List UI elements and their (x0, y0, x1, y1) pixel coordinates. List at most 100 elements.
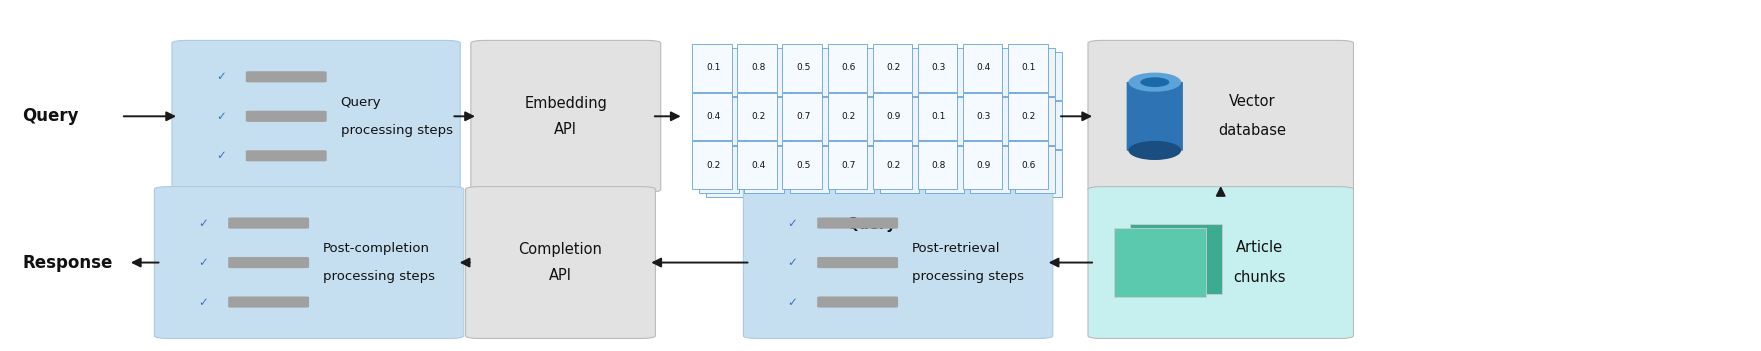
FancyBboxPatch shape (880, 97, 919, 145)
FancyBboxPatch shape (886, 101, 926, 149)
Text: 0.2: 0.2 (752, 112, 766, 121)
FancyBboxPatch shape (229, 257, 310, 268)
Text: 0.2: 0.2 (886, 63, 900, 72)
FancyBboxPatch shape (789, 48, 829, 96)
FancyBboxPatch shape (738, 93, 777, 140)
FancyBboxPatch shape (977, 150, 1016, 198)
Text: ✓: ✓ (787, 256, 798, 269)
Text: 0.4: 0.4 (706, 112, 720, 121)
Text: Query: Query (340, 96, 382, 109)
Text: ✓: ✓ (787, 217, 798, 230)
FancyBboxPatch shape (1014, 97, 1055, 145)
FancyBboxPatch shape (229, 218, 310, 229)
FancyBboxPatch shape (828, 93, 868, 140)
FancyBboxPatch shape (796, 52, 836, 100)
FancyBboxPatch shape (738, 141, 777, 189)
Text: ✓: ✓ (199, 256, 208, 269)
Text: processing steps: processing steps (340, 124, 453, 137)
Text: 0.2: 0.2 (1021, 112, 1035, 121)
FancyBboxPatch shape (1127, 82, 1183, 151)
FancyBboxPatch shape (465, 187, 655, 338)
Text: ✓: ✓ (217, 110, 225, 123)
FancyBboxPatch shape (842, 52, 880, 100)
FancyBboxPatch shape (752, 101, 791, 149)
FancyBboxPatch shape (963, 44, 1002, 92)
Text: 0.3: 0.3 (976, 112, 991, 121)
Text: 0.1: 0.1 (932, 112, 946, 121)
FancyBboxPatch shape (782, 44, 822, 92)
Text: 0.2: 0.2 (886, 160, 900, 170)
FancyBboxPatch shape (470, 40, 660, 192)
FancyBboxPatch shape (692, 93, 733, 140)
FancyBboxPatch shape (745, 97, 784, 145)
FancyBboxPatch shape (880, 146, 919, 193)
Text: database: database (1219, 124, 1286, 138)
Text: 0.6: 0.6 (1021, 160, 1035, 170)
FancyBboxPatch shape (692, 44, 733, 92)
Text: 0.1: 0.1 (1021, 63, 1035, 72)
FancyBboxPatch shape (247, 111, 326, 122)
FancyBboxPatch shape (699, 48, 740, 96)
FancyBboxPatch shape (873, 141, 912, 189)
Text: 0.9: 0.9 (886, 112, 900, 121)
FancyBboxPatch shape (796, 101, 836, 149)
Text: ✓: ✓ (217, 149, 225, 162)
FancyBboxPatch shape (835, 48, 875, 96)
Text: Completion: Completion (518, 242, 602, 257)
Text: 0.8: 0.8 (932, 160, 946, 170)
Text: chunks: chunks (1233, 270, 1286, 285)
FancyBboxPatch shape (782, 93, 822, 140)
FancyBboxPatch shape (1007, 141, 1048, 189)
FancyBboxPatch shape (977, 52, 1016, 100)
Text: 0.8: 0.8 (750, 63, 766, 72)
FancyBboxPatch shape (706, 150, 747, 198)
FancyBboxPatch shape (738, 44, 777, 92)
Text: 0.7: 0.7 (842, 160, 856, 170)
FancyBboxPatch shape (917, 93, 958, 140)
FancyBboxPatch shape (706, 52, 747, 100)
Text: Vector: Vector (1229, 94, 1275, 109)
FancyBboxPatch shape (917, 141, 958, 189)
FancyBboxPatch shape (247, 71, 326, 82)
FancyBboxPatch shape (1131, 224, 1222, 294)
Text: 0.5: 0.5 (796, 63, 810, 72)
FancyBboxPatch shape (817, 257, 898, 268)
FancyBboxPatch shape (925, 146, 965, 193)
FancyBboxPatch shape (963, 93, 1002, 140)
Ellipse shape (1141, 77, 1169, 87)
Text: ✓: ✓ (217, 70, 225, 83)
FancyBboxPatch shape (789, 146, 829, 193)
Text: Query: Query (845, 217, 896, 232)
FancyBboxPatch shape (782, 141, 822, 189)
FancyBboxPatch shape (925, 97, 965, 145)
Text: Query: Query (23, 107, 79, 125)
FancyBboxPatch shape (835, 97, 875, 145)
FancyBboxPatch shape (886, 150, 926, 198)
FancyBboxPatch shape (873, 93, 912, 140)
Text: ✓: ✓ (199, 296, 208, 309)
FancyBboxPatch shape (970, 97, 1009, 145)
FancyBboxPatch shape (925, 48, 965, 96)
FancyBboxPatch shape (873, 44, 912, 92)
FancyBboxPatch shape (745, 146, 784, 193)
Text: 0.5: 0.5 (796, 160, 810, 170)
Text: 0.9: 0.9 (976, 160, 991, 170)
FancyBboxPatch shape (706, 101, 747, 149)
FancyBboxPatch shape (1115, 228, 1206, 297)
FancyBboxPatch shape (1021, 52, 1062, 100)
FancyBboxPatch shape (828, 141, 868, 189)
FancyBboxPatch shape (886, 52, 926, 100)
FancyBboxPatch shape (1021, 150, 1062, 198)
FancyBboxPatch shape (699, 146, 740, 193)
FancyBboxPatch shape (963, 141, 1002, 189)
FancyBboxPatch shape (743, 187, 1053, 338)
FancyBboxPatch shape (796, 150, 836, 198)
FancyBboxPatch shape (880, 48, 919, 96)
FancyBboxPatch shape (699, 97, 740, 145)
FancyBboxPatch shape (1014, 146, 1055, 193)
FancyBboxPatch shape (752, 52, 791, 100)
FancyBboxPatch shape (1014, 48, 1055, 96)
FancyBboxPatch shape (842, 101, 880, 149)
Text: 0.6: 0.6 (842, 63, 856, 72)
FancyBboxPatch shape (835, 146, 875, 193)
